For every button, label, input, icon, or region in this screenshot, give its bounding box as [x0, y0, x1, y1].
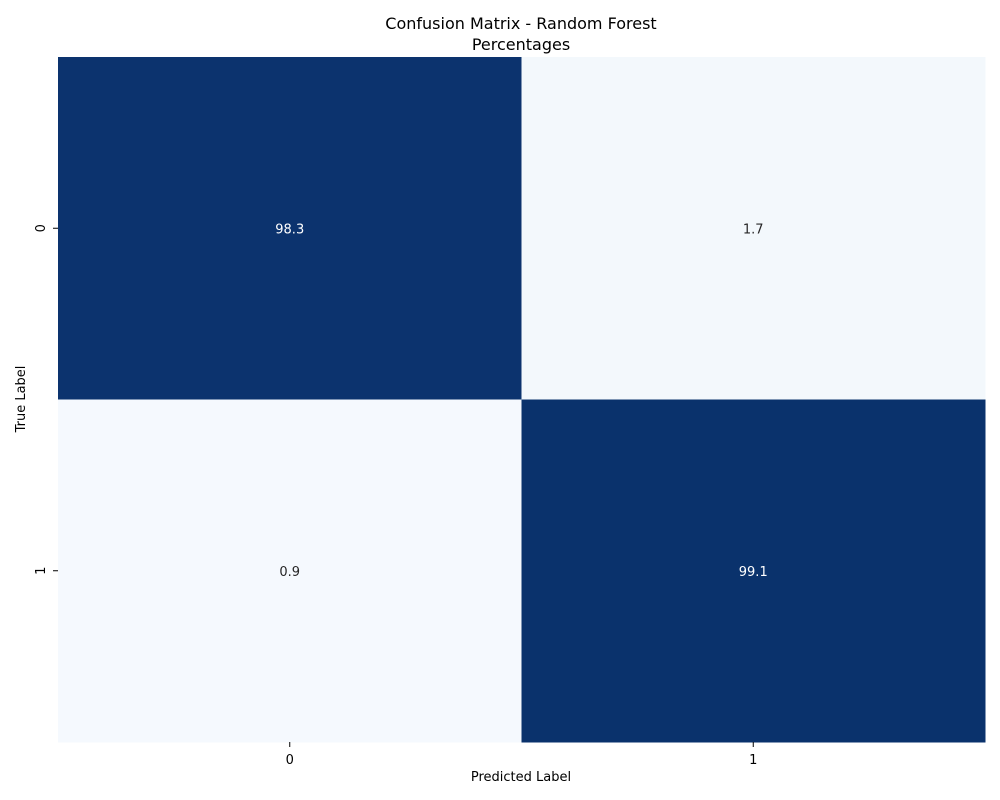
cell-value-label: 1.7 — [743, 222, 764, 237]
chart-subtitle: Percentages — [472, 35, 570, 54]
heatmap-cell — [58, 399, 522, 743]
cell-value-label: 99.1 — [739, 565, 768, 580]
x-tick-label: 0 — [286, 753, 294, 768]
chart-title: Confusion Matrix - Random Forest — [385, 14, 656, 33]
cell-value-label: 0.9 — [279, 565, 300, 580]
x-axis-label: Predicted Label — [471, 770, 571, 785]
y-tick-label: 0 — [34, 224, 49, 232]
y-axis-label: True Label — [14, 366, 29, 434]
heatmap-cells — [58, 57, 986, 743]
heatmap-cell-labels: 98.3 1.7 0.9 99.1 — [275, 222, 767, 580]
y-axis-ticks: 01 — [34, 224, 58, 575]
cell-value-label: 98.3 — [275, 222, 304, 237]
heatmap-cell — [58, 57, 522, 400]
heatmap-cell — [521, 57, 986, 400]
y-tick-label: 1 — [34, 567, 49, 575]
x-tick-label: 1 — [749, 753, 757, 768]
heatmap-cell — [521, 399, 986, 743]
